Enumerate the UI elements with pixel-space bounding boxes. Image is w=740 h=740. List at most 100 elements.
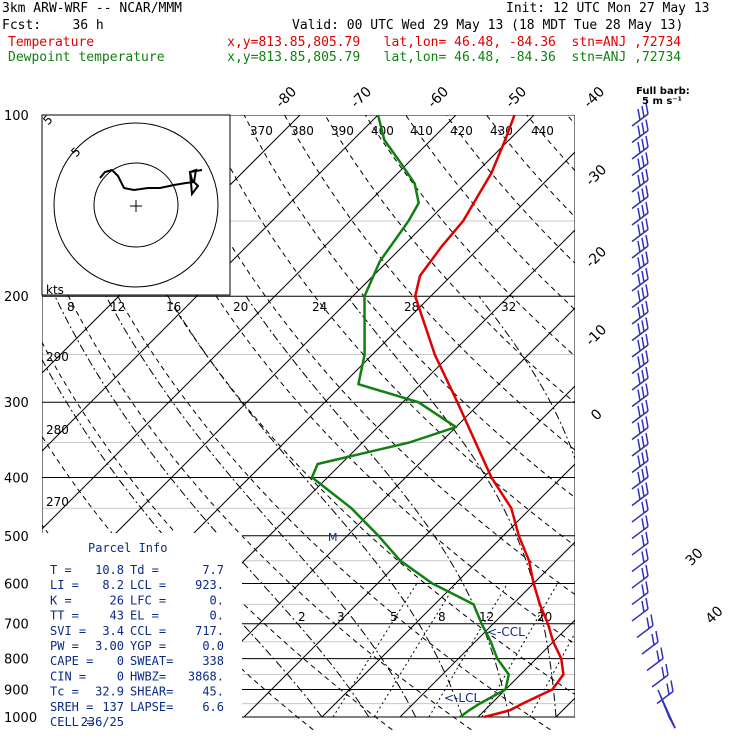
wind-barb-flag xyxy=(666,683,670,695)
parcel-info-cell: PW = xyxy=(50,639,79,653)
wind-barb-flag xyxy=(641,534,645,547)
wind-barb-flag xyxy=(645,548,649,560)
dry-adiabat xyxy=(566,115,575,125)
wind-barb-flag xyxy=(655,630,659,643)
wind-barb-flag xyxy=(641,105,645,118)
wind-barb-flag xyxy=(665,663,669,676)
dry-adiabat xyxy=(284,115,575,451)
mixing-ratio-line xyxy=(373,583,457,718)
pressure-label: 700 xyxy=(4,618,29,633)
hodograph-trace xyxy=(99,168,203,197)
wind-barb-flag xyxy=(641,600,645,613)
temperature-label: -30 xyxy=(583,162,610,189)
wind-barb-flag xyxy=(645,119,649,131)
parcel-info-cell: T = xyxy=(50,563,72,577)
theta-e-label: 440 xyxy=(531,124,554,138)
wind-barb-flag xyxy=(645,564,649,577)
wind-barb-flag xyxy=(656,650,660,662)
pressure-label: 300 xyxy=(4,396,29,411)
mixing-ratio-label: 32 xyxy=(501,300,516,314)
wind-barb-flag xyxy=(645,317,649,329)
parcel-info-cell: EL = xyxy=(130,609,159,623)
temperature-label: -80 xyxy=(273,84,300,111)
temperature-label: 30 xyxy=(683,545,707,569)
wind-barb-flag xyxy=(645,333,649,346)
wind-barb-flag xyxy=(645,135,649,148)
parcel-info-cell: 3.00 xyxy=(95,639,124,653)
wind-barb-flag xyxy=(641,567,645,580)
wind-barb-flag xyxy=(637,108,641,121)
wind-barb xyxy=(651,674,669,688)
hodograph-unit: kts xyxy=(46,283,64,297)
parcel-info-cell: HWBZ= xyxy=(130,669,166,683)
valid-time: Valid: 00 UTC Wed 29 May 13 (18 MDT Tue … xyxy=(292,18,684,33)
wind-barb-flag xyxy=(645,449,649,461)
wind-barb-flag xyxy=(637,488,641,500)
temperature-label: -40 xyxy=(581,84,608,111)
wind-barb xyxy=(631,525,649,540)
wind-barb-flag xyxy=(645,515,649,527)
mixing-ratio-label: 12 xyxy=(110,300,125,314)
pressure-label: 200 xyxy=(4,290,29,305)
theta-e-label: 390 xyxy=(331,124,354,138)
wind-barb-flag xyxy=(645,267,649,280)
wind-barb-flag xyxy=(641,138,645,151)
theta-e-label: 410 xyxy=(410,124,433,138)
dry-adiabat xyxy=(648,115,740,730)
dry-adiabat-label: 270 xyxy=(46,495,69,509)
parcel-info-cell: 0. xyxy=(210,593,224,607)
pressure-label: 100 xyxy=(4,109,29,124)
parcel-info-cell: LI = xyxy=(50,578,79,592)
mixing-ratio-label: 24 xyxy=(312,300,327,314)
wind-barb-flag xyxy=(637,141,641,154)
wind-barb-flag xyxy=(641,501,645,514)
parcel-info-cell: 0.0 xyxy=(202,639,224,653)
moist-adiabat xyxy=(478,295,575,461)
dry-adiabat-labels: 290 280 270 xyxy=(46,350,69,509)
temperature-right-labels: -30 -20 -10 0 30 40 xyxy=(583,162,727,627)
wind-barb-flag xyxy=(641,435,645,448)
temperature-label: 40 xyxy=(703,603,727,627)
dry-adiabat xyxy=(42,435,314,730)
dry-adiabat xyxy=(688,115,740,730)
wind-barb-flag xyxy=(637,273,641,286)
parcel-info-cell: TT = xyxy=(50,609,79,623)
parcel-info-cell: CIN = xyxy=(50,669,86,683)
wind-barb-flag xyxy=(660,647,664,659)
dry-adiabat-label: 290 xyxy=(46,350,69,364)
mixing-ratio-line xyxy=(332,583,418,718)
wind-barb-flag xyxy=(645,531,649,544)
temperature-label: 0 xyxy=(588,406,606,424)
dry-adiabat xyxy=(42,115,551,730)
isotherm xyxy=(42,115,535,608)
mixing-ratio-label: 20 xyxy=(233,300,248,314)
wind-barb-flag xyxy=(641,122,645,134)
wind-barb-flag xyxy=(637,339,641,352)
wind-barb-flag xyxy=(645,168,649,181)
parcel-info-cell: 10.8 xyxy=(95,563,124,577)
theta-e-label: 370 xyxy=(250,124,273,138)
wind-barb-flag xyxy=(637,323,641,335)
wind-barb-flag xyxy=(637,471,641,484)
profile-line xyxy=(413,114,565,719)
theta-e-label: 420 xyxy=(450,124,473,138)
temperature-label: -10 xyxy=(583,322,610,349)
isotherm xyxy=(42,115,379,452)
moist-adiabat xyxy=(54,295,370,718)
isotherm xyxy=(243,385,575,718)
init-time: Init: 12 UTC Mon 27 May 13 xyxy=(506,1,710,16)
wind-barb-flag xyxy=(641,303,645,316)
isotherm xyxy=(712,115,740,717)
wind-barb-flag xyxy=(650,614,654,626)
wind-barb xyxy=(641,641,659,655)
dry-adiabat xyxy=(243,115,575,499)
moist-adiabat xyxy=(245,295,510,718)
wind-barb-flag xyxy=(670,680,674,692)
model-name: 3km ARW-WRF -- NCAR/MMM xyxy=(2,1,183,16)
moist-adiabat xyxy=(105,295,417,718)
wind-barb-flag xyxy=(637,240,641,253)
wind-barb-flag xyxy=(637,158,641,170)
isotherm xyxy=(42,115,457,530)
wind-barbs xyxy=(631,102,676,729)
